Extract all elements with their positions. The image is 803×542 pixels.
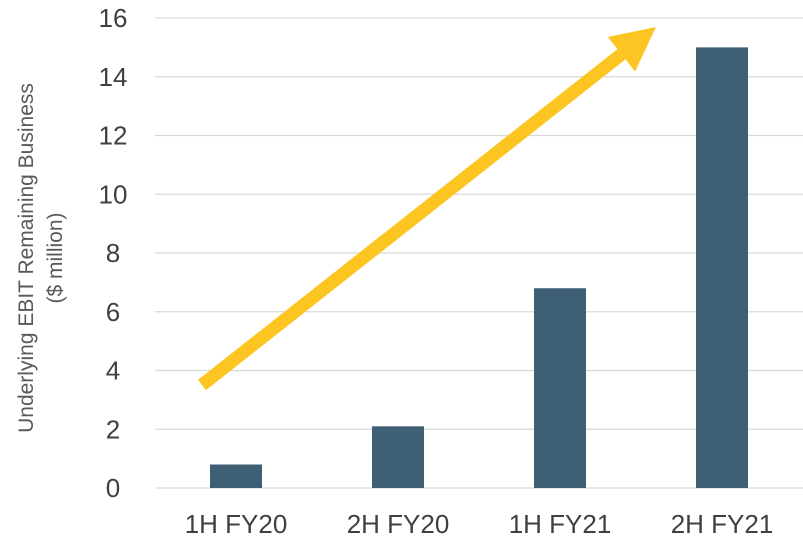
y-tick-label: 10: [99, 179, 128, 209]
trend-arrow: [197, 27, 656, 391]
y-axis-title-line1: Underlying EBIT Remaining Business: [15, 83, 38, 433]
y-tick-label: 0: [106, 473, 120, 503]
y-tick-label: 2: [106, 414, 120, 444]
bars: [210, 47, 748, 488]
x-tick-label: 2H FY20: [347, 509, 450, 539]
gridlines: [155, 17, 803, 489]
y-tick-label: 6: [106, 297, 120, 327]
bar-2h-fy20: [372, 426, 424, 488]
x-tick-label: 2H FY21: [671, 509, 774, 539]
bar-2h-fy21: [696, 47, 748, 488]
trend-arrow-shaft: [197, 49, 626, 391]
y-tick-label: 12: [99, 121, 128, 151]
bar-1h-fy20: [210, 464, 262, 488]
y-axis-title-line2: ($ million): [44, 212, 67, 303]
trend-arrow-head: [607, 27, 656, 72]
y-axis-ticks: 0 2 4 6 8 10 12 14 16: [99, 3, 128, 503]
bar-1h-fy21: [534, 288, 586, 488]
x-tick-label: 1H FY21: [509, 509, 612, 539]
x-axis-ticks: 1H FY20 2H FY20 1H FY21 2H FY21: [185, 509, 774, 539]
y-tick-label: 8: [106, 238, 120, 268]
y-tick-label: 16: [99, 3, 128, 33]
y-tick-label: 14: [99, 62, 128, 92]
x-tick-label: 1H FY20: [185, 509, 288, 539]
y-tick-label: 4: [106, 356, 120, 386]
